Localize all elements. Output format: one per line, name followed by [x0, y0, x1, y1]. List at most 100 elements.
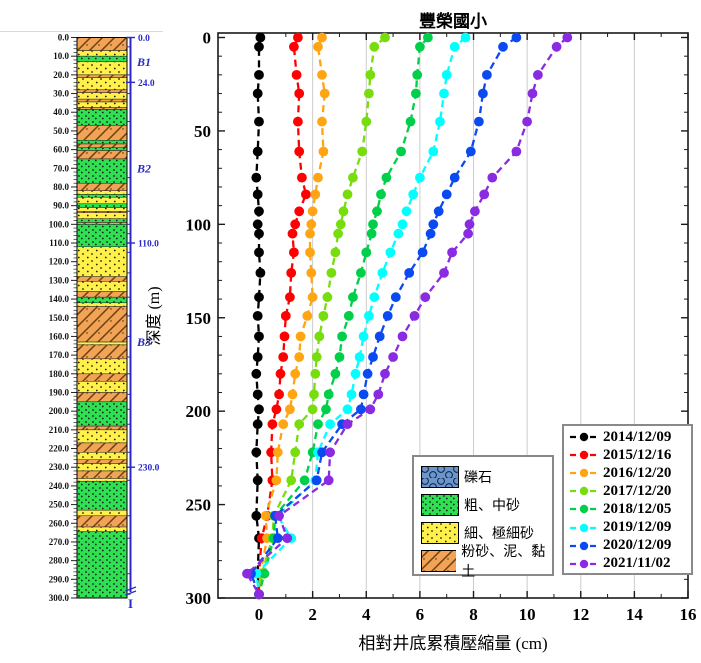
series-marker: [294, 88, 305, 99]
legend-date-label: 2014/12/09: [603, 428, 672, 445]
series-marker: [310, 189, 321, 200]
bracket-depth-label: 230.0: [138, 464, 160, 474]
lithology-label: 細、極細砂: [464, 527, 534, 542]
legend-date-label: 2020/12/09: [603, 537, 672, 554]
strat-layer-silt_clay: [76, 276, 128, 282]
series-marker: [260, 510, 271, 521]
series-marker: [342, 419, 353, 430]
strat-layer-silt_clay: [76, 373, 128, 382]
series-2020-12-09: [246, 32, 522, 600]
series-marker: [382, 311, 393, 321]
series-marker: [317, 32, 327, 43]
date-legend-item: 2020/12/09: [569, 537, 691, 555]
page-title: 豐榮國小: [419, 12, 487, 31]
strat-layer-silt_clay: [76, 442, 128, 453]
series-marker: [441, 189, 452, 200]
series-marker: [449, 172, 460, 183]
series-marker: [255, 268, 266, 278]
series-marker: [380, 32, 390, 43]
lithology-legend-item: 細、極細砂: [421, 519, 552, 547]
series-marker: [428, 219, 439, 230]
series-marker: [330, 368, 341, 379]
strat-layer-fine_sand: [76, 381, 128, 393]
series-line: [257, 37, 308, 595]
series-marker: [299, 475, 310, 486]
series-marker: [323, 389, 334, 400]
series-marker: [318, 146, 329, 157]
series-marker: [307, 206, 318, 217]
series-marker: [252, 219, 263, 230]
series-marker: [293, 32, 303, 43]
break-mark: [125, 590, 137, 596]
series-marker: [251, 510, 262, 521]
strat-layer-fine_sand: [76, 207, 128, 212]
series-marker: [385, 247, 396, 258]
series-marker: [314, 331, 325, 342]
strat-layer-coarse_sand: [76, 480, 128, 511]
strat-layer-coarse_sand: [76, 140, 128, 145]
lithology-swatch-coarse_sand: [421, 494, 459, 516]
series-marker: [435, 116, 445, 127]
series-marker: [393, 228, 404, 239]
series-marker: [479, 189, 490, 200]
series-marker: [343, 311, 354, 321]
legend-marker: [570, 505, 598, 514]
strat-layer-fine_sand: [76, 478, 128, 482]
lithology-swatch-gravel: [421, 466, 459, 488]
x-tick-label: 0: [255, 605, 264, 624]
strat-layer-coarse_sand: [76, 531, 128, 599]
series-marker: [301, 189, 311, 200]
series-marker: [254, 292, 264, 303]
series-marker: [252, 88, 263, 99]
strat-layer-fine_sand: [76, 526, 128, 532]
series-marker: [252, 146, 263, 157]
series-marker: [441, 70, 452, 80]
series-marker: [259, 568, 270, 579]
series-marker: [401, 206, 412, 217]
legend-marker: [570, 469, 598, 478]
depth-label: 180.0: [49, 369, 70, 379]
depth-label: 240.0: [49, 481, 70, 491]
series-marker: [325, 419, 336, 430]
series-marker: [275, 368, 286, 379]
y-tick-label: 250: [186, 496, 212, 515]
series-marker: [306, 268, 317, 278]
series-marker: [294, 352, 305, 362]
strat-layer-fine_sand: [76, 101, 128, 108]
strat-layer-fine_sand: [76, 61, 128, 76]
series-marker: [361, 247, 372, 258]
x-tick-label: 10: [519, 605, 536, 624]
series-marker: [326, 268, 337, 278]
strat-layer-silt_clay: [76, 107, 128, 110]
depth-label: 110.0: [49, 238, 69, 248]
series-marker: [380, 368, 390, 379]
lithology-label: 礫石: [464, 471, 492, 486]
strat-layer-fine_sand: [76, 341, 128, 346]
series-marker: [255, 32, 266, 43]
strat-layer-coarse_sand: [76, 55, 128, 63]
series-marker: [280, 311, 291, 321]
strat-layer-fine_sand: [76, 246, 128, 277]
series-marker: [346, 389, 357, 400]
series-marker: [487, 172, 498, 183]
depth-label: 230.0: [49, 462, 70, 472]
series-marker: [267, 419, 278, 430]
y-tick-label: 100: [186, 215, 212, 234]
series-marker: [310, 368, 321, 379]
series-marker: [274, 510, 285, 521]
depth-label: 130.0: [49, 275, 70, 285]
series-marker: [356, 404, 366, 415]
date-legend-item: 2015/12/16: [569, 446, 691, 464]
depth-label: 40.0: [53, 107, 69, 117]
series-marker: [271, 475, 282, 486]
series-marker: [272, 533, 283, 544]
strat-layer-coarse_sand: [76, 147, 128, 151]
depth-label: 280.0: [49, 556, 70, 566]
series-marker: [411, 88, 421, 99]
series-marker: [290, 368, 301, 379]
series-marker: [361, 116, 372, 127]
series-marker: [357, 146, 368, 157]
series-marker: [397, 219, 408, 230]
legend-date-label: 2016/12/20: [603, 464, 672, 481]
